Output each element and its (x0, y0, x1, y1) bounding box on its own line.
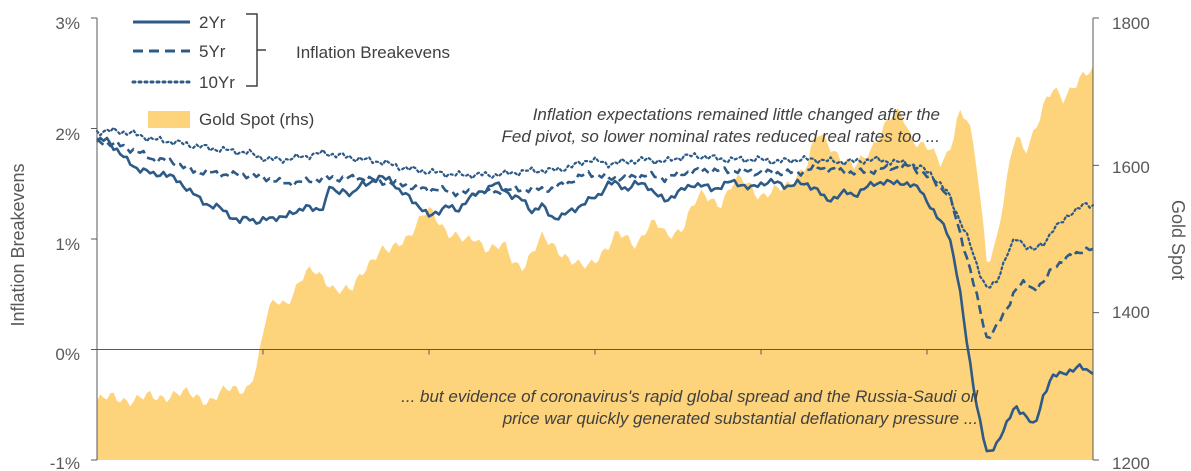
legend-label-10yr: 10Yr (199, 73, 235, 92)
left-y-ticks (91, 17, 97, 461)
series-line-5yr (96, 137, 1094, 339)
left-tick-label: 3% (55, 14, 80, 33)
legend-label-5yr: 5Yr (199, 42, 226, 61)
annotation-top-line1: Inflation expectations remained little c… (533, 105, 940, 124)
right-axis-title: Gold Spot (1168, 200, 1188, 280)
legend-group-label: Inflation Breakevens (296, 43, 450, 62)
left-axis-title: Inflation Breakevens (8, 163, 28, 326)
legend-label-2yr: 2Yr (199, 13, 226, 32)
right-tick-label: 1200 (1112, 454, 1150, 471)
annotation-bottom-line1: ... but evidence of coronavirus's rapid … (401, 387, 979, 406)
legend: 2Yr 5Yr 10Yr Inflation Breakevens Gold S… (131, 13, 450, 129)
x-axis-ticks (96, 349, 1094, 355)
legend-swatch-gold (148, 111, 190, 128)
series-line-10yr (95, 126, 1095, 289)
left-tick-label: 1% (55, 235, 80, 254)
series-line-2yr (96, 136, 1094, 453)
annotation-bottom-line2: price war quickly generated substantial … (502, 409, 978, 428)
right-tick-label: 1600 (1112, 158, 1150, 177)
right-tick-label: 1800 (1112, 14, 1150, 33)
left-tick-label: 2% (55, 125, 80, 144)
left-tick-label: 0% (55, 345, 80, 364)
right-y-ticks (1093, 17, 1099, 461)
right-tick-label: 1400 (1112, 303, 1150, 322)
left-tick-label: -1% (50, 454, 80, 471)
legend-label-gold: Gold Spot (rhs) (199, 110, 314, 129)
annotation-top-line2: Fed pivot, so lower nominal rates reduce… (502, 127, 940, 146)
legend-bracket (246, 13, 266, 87)
